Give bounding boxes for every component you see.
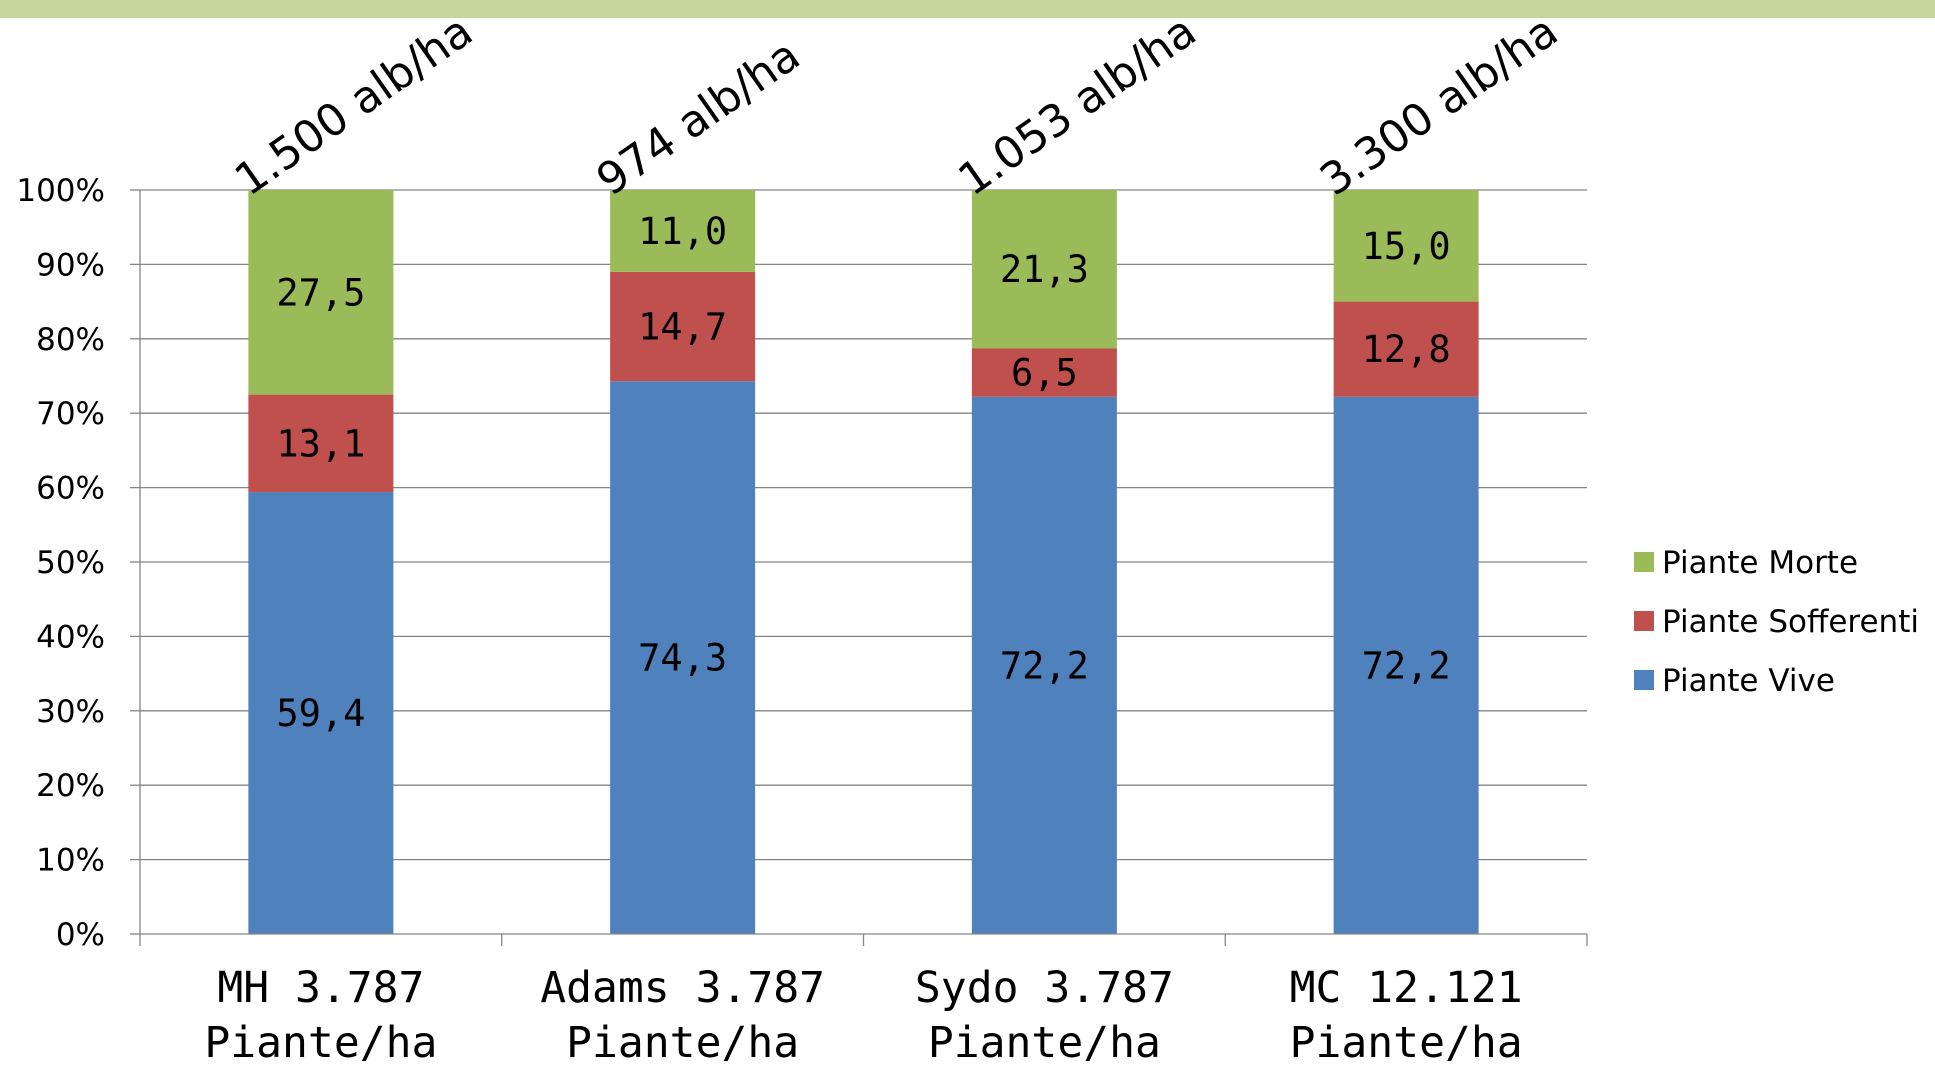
y-tick-label: 80%	[36, 322, 105, 358]
data-labels: 59,4 13,1 27,5 74,3 14,7 11,0 72,2 6,5 21,3 72,2 1…	[276, 210, 1450, 735]
legend-label: Piante Sofferenti	[1662, 604, 1919, 640]
legend-label: Piante Vive	[1662, 663, 1835, 699]
density-annotation: 1.053 alb/ha	[949, 5, 1205, 206]
bar-segment	[971, 348, 1117, 397]
bar-segment	[248, 394, 394, 493]
data-label: 12,8	[1362, 328, 1451, 371]
bars	[248, 190, 1479, 934]
data-label: 72,2	[1362, 644, 1451, 687]
x-category-label: MC 12.121	[1290, 963, 1523, 1013]
y-tick-label: 100%	[16, 173, 105, 209]
y-tick-label: 0%	[56, 917, 105, 953]
data-label: 74,3	[638, 637, 727, 680]
y-tick-label: 90%	[36, 247, 105, 283]
bar-segment	[610, 381, 756, 934]
x-category-label: Piante/ha	[566, 1018, 799, 1066]
y-tick-label: 40%	[36, 619, 105, 655]
data-label: 11,0	[638, 210, 727, 253]
x-axis-category-labels: MH 3.787 Piante/ha Adams 3.787 Piante/ha Syd…	[204, 963, 1522, 1066]
data-label: 14,7	[638, 306, 727, 349]
density-annotations: 1.500 alb/ha 974 alb/ha 1.053 alb/ha 3.300 …	[226, 5, 1567, 206]
y-tick-label: 10%	[36, 843, 105, 879]
x-category-label: Adams 3.787	[540, 963, 825, 1013]
y-tick-label: 60%	[36, 471, 105, 507]
x-category-label: Piante/ha	[204, 1018, 437, 1066]
data-label: 13,1	[276, 422, 365, 465]
x-category-label: Piante/ha	[928, 1018, 1161, 1066]
legend-swatch	[1634, 552, 1654, 572]
density-annotation: 3.300 alb/ha	[1311, 5, 1567, 206]
data-label: 21,3	[1000, 248, 1089, 291]
y-axis-tick-labels: 0% 10% 20% 30% 40% 50% 60% 70% 80% 90% 100%	[16, 173, 105, 953]
legend-swatch	[1634, 670, 1654, 690]
x-category-label: Piante/ha	[1290, 1018, 1523, 1066]
bar-segment	[610, 271, 756, 382]
top-decorative-band	[0, 0, 1935, 18]
density-annotation: 974 alb/ha	[588, 30, 810, 206]
bar-segment	[248, 190, 394, 395]
density-annotation: 1.500 alb/ha	[226, 5, 482, 206]
legend: Piante Morte Piante Sofferenti Piante Vive	[1634, 545, 1919, 699]
data-label: 15,0	[1362, 225, 1451, 268]
x-category-label: Sydo 3.787	[915, 963, 1174, 1013]
y-tick-label: 30%	[36, 694, 105, 730]
bar-segment	[610, 190, 756, 272]
bar-segment	[248, 492, 394, 934]
y-tick-label: 20%	[36, 768, 105, 804]
bar-segment	[1333, 190, 1479, 302]
data-label: 27,5	[276, 271, 365, 314]
data-label: 59,4	[276, 692, 365, 735]
x-category-label: MH 3.787	[217, 963, 424, 1013]
legend-swatch	[1634, 611, 1654, 631]
bar-segment	[1333, 396, 1479, 934]
data-label: 6,5	[1011, 352, 1078, 395]
bar-segment	[1333, 301, 1479, 397]
bar-segment	[971, 396, 1117, 934]
axes	[130, 189, 1588, 946]
y-tick-label: 70%	[36, 396, 105, 432]
bar-segment	[971, 190, 1117, 349]
legend-label: Piante Morte	[1662, 545, 1858, 581]
data-label: 72,2	[1000, 644, 1089, 687]
y-tick-label: 50%	[36, 545, 105, 581]
